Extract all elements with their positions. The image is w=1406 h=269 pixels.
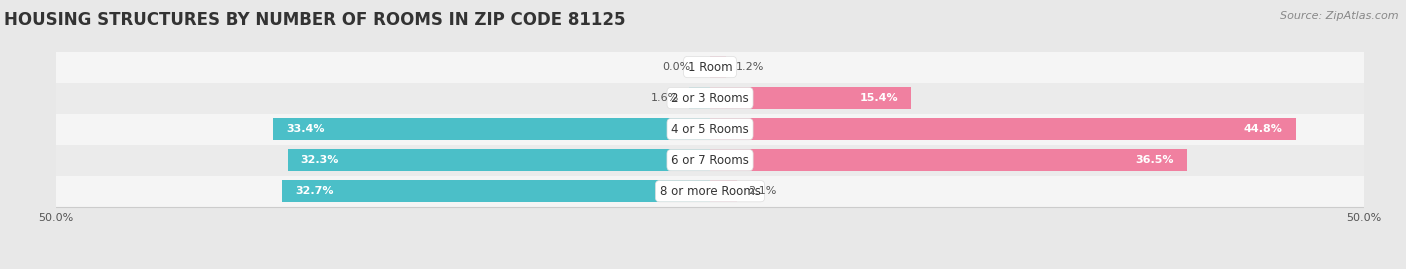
Bar [710, 180, 738, 202]
Text: 15.4%: 15.4% [859, 93, 898, 103]
Legend: Owner-occupied, Renter-occupied: Owner-occupied, Renter-occupied [586, 266, 834, 269]
Text: 2 or 3 Rooms: 2 or 3 Rooms [671, 91, 749, 105]
Text: Source: ZipAtlas.com: Source: ZipAtlas.com [1281, 11, 1399, 21]
Text: 32.7%: 32.7% [295, 186, 335, 196]
Text: 1 Room: 1 Room [688, 61, 733, 73]
Bar [710, 118, 1296, 140]
Text: 1.6%: 1.6% [651, 93, 679, 103]
Text: 4 or 5 Rooms: 4 or 5 Rooms [671, 123, 749, 136]
Bar [288, 149, 710, 171]
Text: 2.1%: 2.1% [748, 186, 776, 196]
Bar [689, 87, 710, 109]
Bar [56, 52, 1364, 83]
Bar [283, 180, 710, 202]
Text: 36.5%: 36.5% [1136, 155, 1174, 165]
Text: 0.0%: 0.0% [662, 62, 690, 72]
Text: 8 or more Rooms: 8 or more Rooms [659, 185, 761, 198]
Bar [56, 145, 1364, 176]
Text: HOUSING STRUCTURES BY NUMBER OF ROOMS IN ZIP CODE 81125: HOUSING STRUCTURES BY NUMBER OF ROOMS IN… [4, 11, 626, 29]
Text: 44.8%: 44.8% [1244, 124, 1282, 134]
Text: 1.2%: 1.2% [737, 62, 765, 72]
Text: 32.3%: 32.3% [301, 155, 339, 165]
Bar [273, 118, 710, 140]
Bar [710, 149, 1187, 171]
Bar [710, 87, 911, 109]
Bar [710, 56, 725, 78]
Text: 33.4%: 33.4% [287, 124, 325, 134]
Bar [56, 176, 1364, 207]
Text: 6 or 7 Rooms: 6 or 7 Rooms [671, 154, 749, 167]
Bar [56, 83, 1364, 114]
Bar [56, 114, 1364, 145]
